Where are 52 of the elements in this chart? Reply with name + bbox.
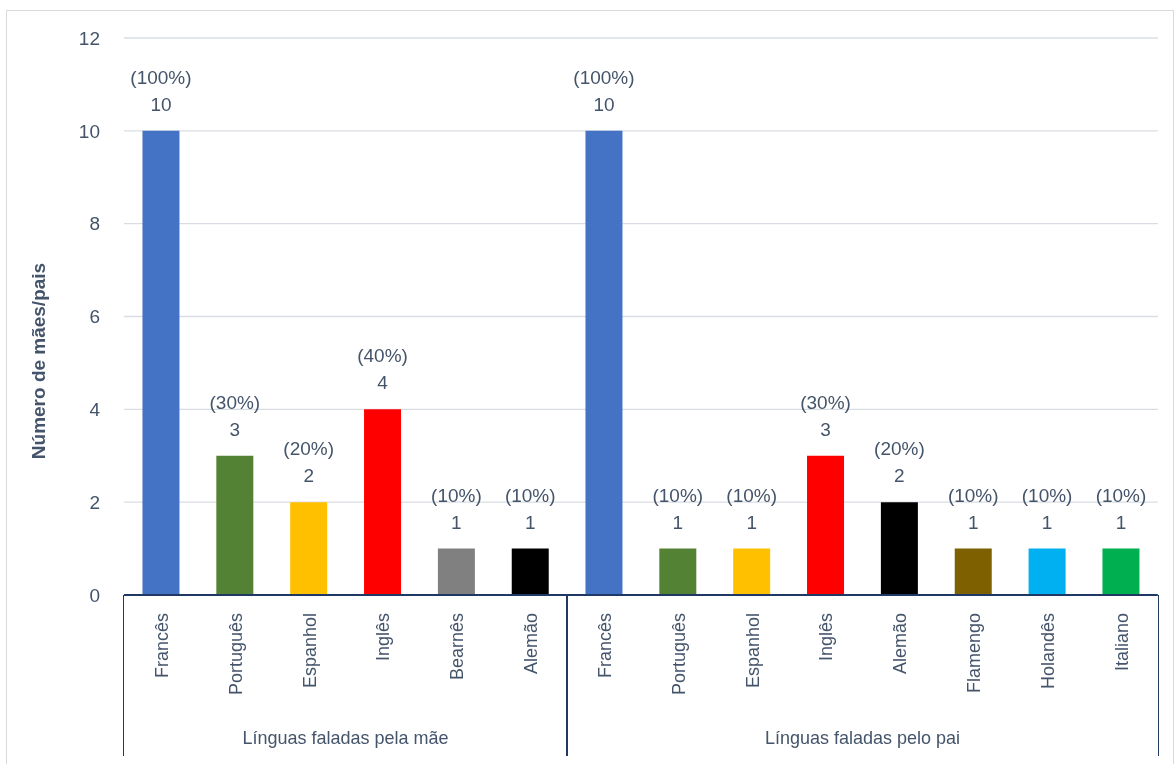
bar xyxy=(733,548,771,595)
bar xyxy=(511,548,549,595)
x-tick-label: Holandês xyxy=(1038,612,1059,689)
x-axis-title: Línguas faladas pelo pai xyxy=(765,727,961,748)
x-tick-label: Português xyxy=(225,612,246,695)
bar xyxy=(1102,548,1140,595)
y-tick-label: 10 xyxy=(78,120,100,142)
bar xyxy=(437,548,475,595)
y-tick-label: 12 xyxy=(78,27,100,49)
x-tick-label: Francês xyxy=(595,612,616,678)
data-label: (10%) 1 xyxy=(948,484,999,533)
data-label: (30%) 3 xyxy=(800,391,851,440)
bar xyxy=(142,130,180,595)
x-tick-label: Inglês xyxy=(816,612,837,661)
x-tick-label: Flamengo xyxy=(964,612,985,693)
bar xyxy=(807,455,845,595)
data-label: (100%) 10 xyxy=(573,66,635,115)
bar xyxy=(954,548,992,595)
x-axis-title: Línguas faladas pela mãe xyxy=(242,728,449,748)
x-tick-label: Bearnês xyxy=(447,613,468,680)
y-tick-label: 6 xyxy=(89,306,100,328)
bar xyxy=(364,409,402,595)
data-label: (20%) 2 xyxy=(874,438,925,487)
bar xyxy=(659,548,697,595)
x-tick-label: Espanhol xyxy=(742,612,763,688)
bar xyxy=(881,502,919,595)
data-label: (40%) 4 xyxy=(357,345,408,394)
data-label: (10%) 1 xyxy=(504,484,556,533)
x-tick-label: Inglês xyxy=(373,613,394,661)
x-tick-label: Italiano xyxy=(1112,612,1133,671)
x-tick-label: Português xyxy=(668,612,689,695)
bar xyxy=(1028,548,1066,595)
data-label: (10%) 1 xyxy=(652,484,704,533)
x-tick-label: Alemão xyxy=(521,613,542,674)
y-axis-title: Número de mães/pais xyxy=(28,262,49,460)
x-tick-label: Espanhol xyxy=(299,613,320,688)
y-tick-label: 4 xyxy=(89,399,100,421)
data-label: (100%) 10 xyxy=(130,66,192,115)
y-tick-label: 8 xyxy=(89,213,100,235)
data-label: (10%) 1 xyxy=(431,484,482,533)
data-label: (10%) 1 xyxy=(726,484,778,533)
y-tick-label: 0 xyxy=(89,584,100,606)
x-tick-label: Francês xyxy=(151,612,172,678)
data-label: (10%) 1 xyxy=(1021,484,1073,533)
data-label: (20%) 2 xyxy=(283,438,334,487)
data-label: (10%) 1 xyxy=(1095,484,1147,533)
y-tick-label: 2 xyxy=(89,491,100,513)
bar xyxy=(216,455,254,595)
x-tick-label: Alemão xyxy=(890,612,911,674)
data-label: (30%) 3 xyxy=(209,391,261,440)
bar xyxy=(290,502,328,595)
bar xyxy=(585,130,623,595)
